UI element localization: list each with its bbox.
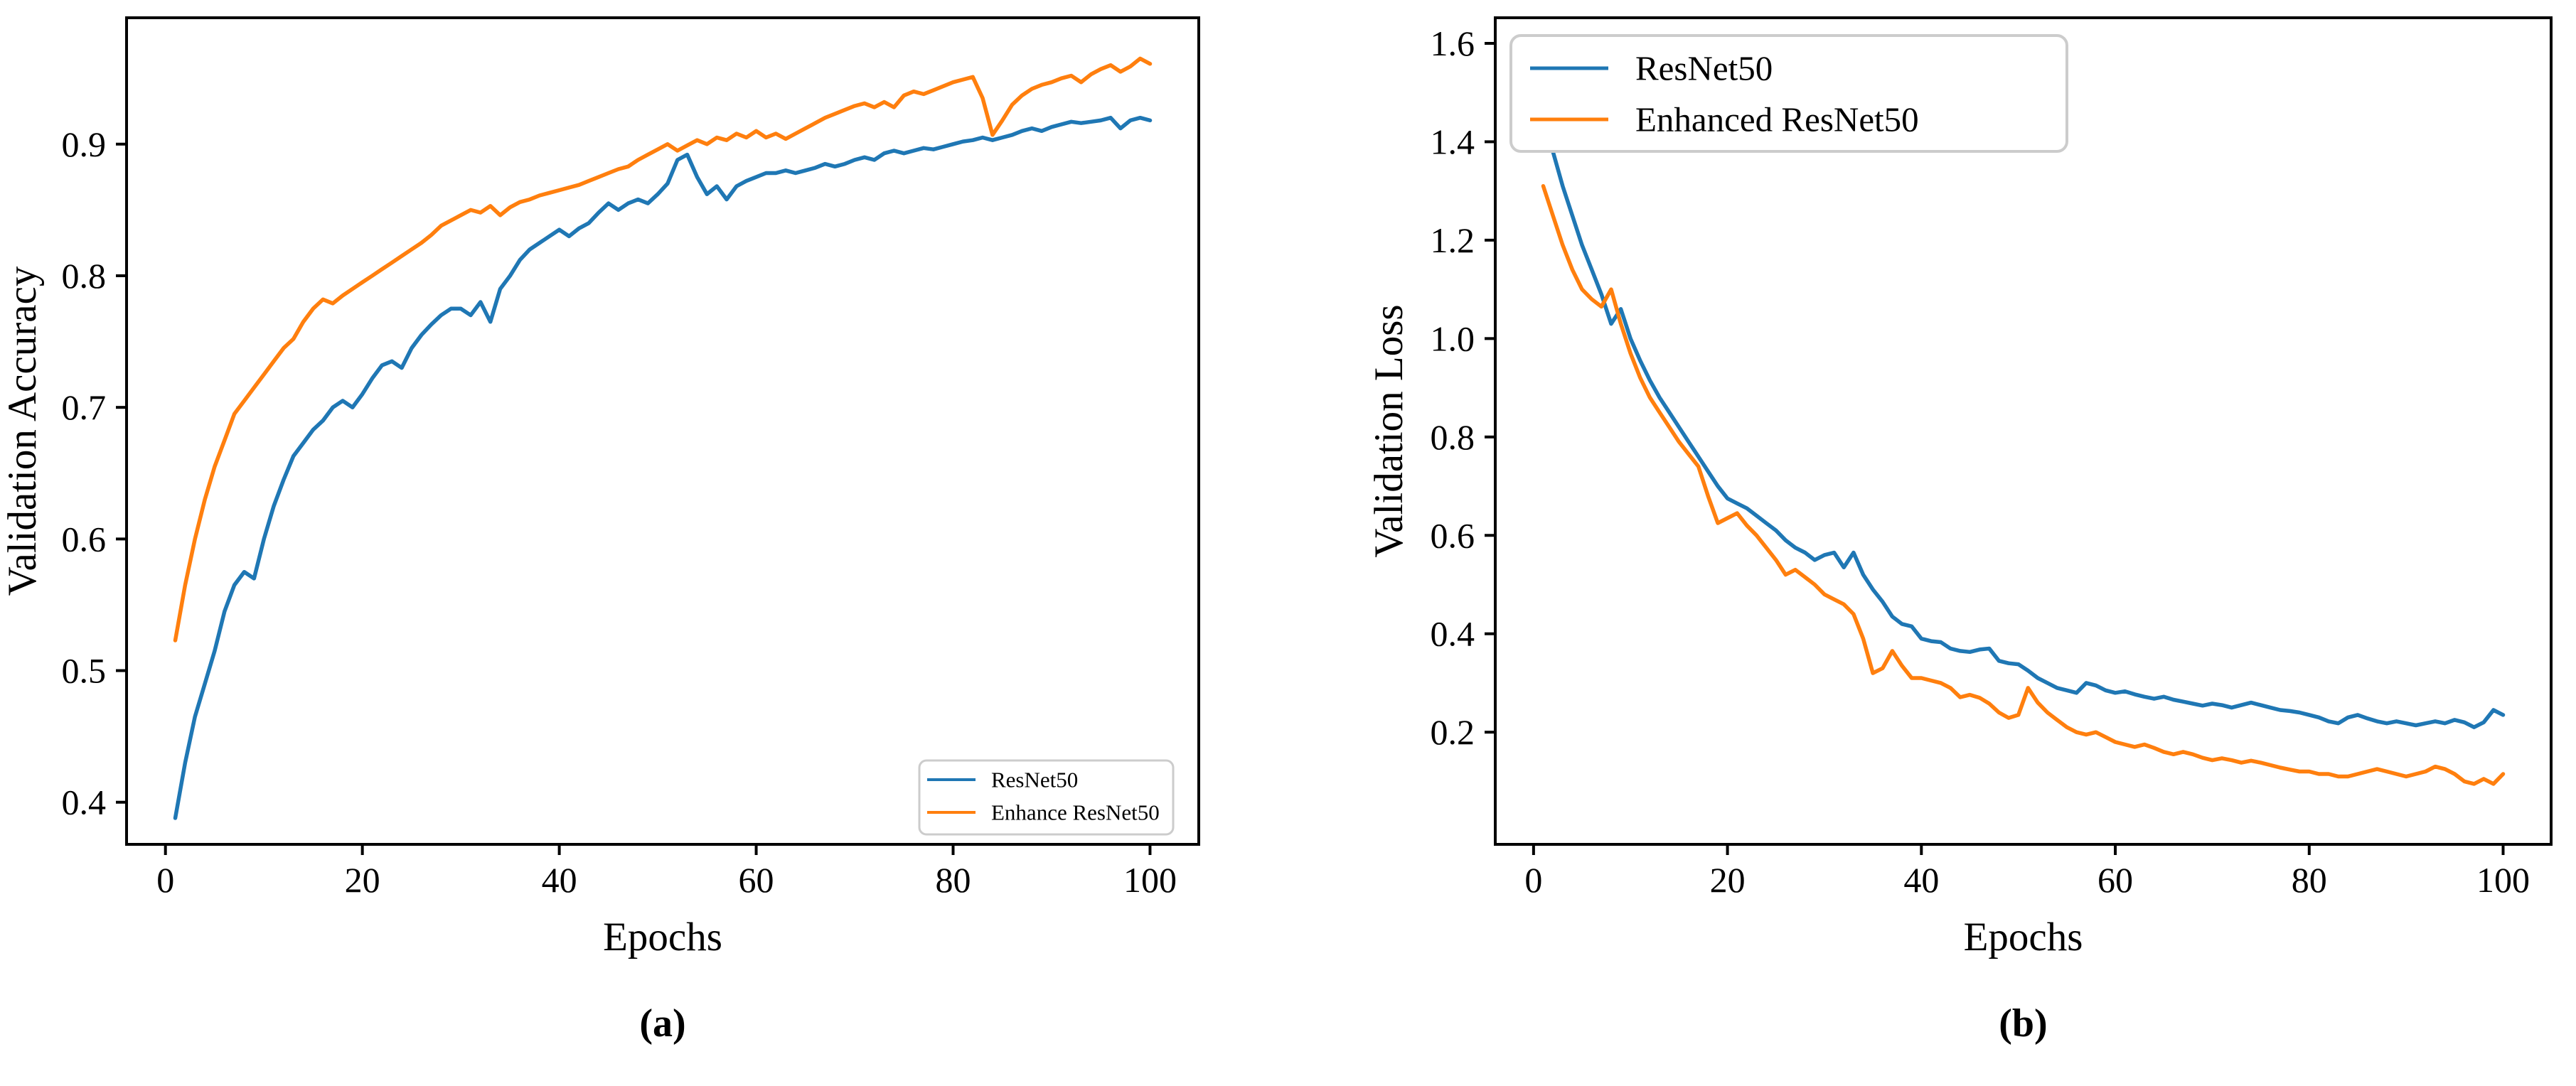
- y-tick-label: 0.6: [62, 519, 107, 559]
- y-tick-label: 0.4: [62, 783, 107, 822]
- x-axis-label: Epochs: [1964, 915, 2083, 959]
- x-tick-label: 40: [542, 860, 577, 900]
- x-tick-label: 0: [1524, 860, 1542, 900]
- legend-item-label: ResNet50: [1635, 49, 1773, 88]
- axes-box: [125, 16, 1200, 846]
- legend-item-label: ResNet50: [991, 768, 1078, 792]
- x-tick-label: 100: [1123, 860, 1177, 900]
- y-tick-label: 0.6: [1431, 515, 1475, 555]
- legend-item-label: Enhance ResNet50: [991, 800, 1160, 825]
- y-axis-label: Validation Loss: [1367, 304, 1411, 557]
- y-tick-label: 1.2: [1431, 220, 1475, 260]
- y-tick-label: 0.4: [1431, 614, 1475, 654]
- legend-item-label: Enhanced ResNet50: [1635, 100, 1919, 139]
- y-axis-label: Validation Accuracy: [0, 266, 45, 596]
- x-axis-label: Epochs: [603, 915, 722, 959]
- caption-a: (a): [639, 1001, 686, 1045]
- series-line-enhance-resnet50: [173, 56, 1153, 643]
- legend-box: [918, 759, 1175, 836]
- y-tick-label: 0.9: [62, 124, 107, 164]
- x-tick-label: 60: [2097, 860, 2133, 900]
- legend-box: [1509, 34, 2068, 153]
- series-line-resnet50: [1541, 115, 2506, 729]
- y-tick-label: 0.5: [62, 651, 107, 691]
- y-tick-label: 0.8: [62, 256, 107, 296]
- y-tick-label: 0.8: [1431, 417, 1475, 457]
- x-tick-label: 60: [739, 860, 774, 900]
- x-tick-label: 80: [936, 860, 971, 900]
- x-tick-label: 20: [345, 860, 380, 900]
- series-line-enhanced-resnet50: [1541, 184, 2506, 786]
- y-tick-label: 0.2: [1431, 712, 1475, 752]
- caption-b: (b): [1999, 1001, 2048, 1045]
- axes-box: [1494, 16, 2553, 846]
- x-tick-label: 80: [2292, 860, 2327, 900]
- y-tick-label: 1.6: [1431, 23, 1475, 63]
- x-tick-label: 100: [2476, 860, 2530, 900]
- series-line-resnet50: [173, 115, 1153, 820]
- x-tick-label: 40: [1903, 860, 1939, 900]
- y-tick-label: 1.0: [1431, 318, 1475, 358]
- y-tick-label: 1.4: [1431, 122, 1475, 161]
- panel-a: 0 20 40 60 80 100 0.4 0.5 0.6 0.7 0.8 0.9 Epochs Vali…: [0, 16, 1200, 959]
- x-tick-label: 20: [1710, 860, 1746, 900]
- panel-b: 0 20 40 60 80 100 0.2 0.4 0.6 0.8 1.0 1.2 1.4 1.6 Epoc…: [1367, 16, 2553, 959]
- y-tick-label: 0.7: [62, 387, 107, 427]
- x-tick-label: 0: [156, 860, 174, 900]
